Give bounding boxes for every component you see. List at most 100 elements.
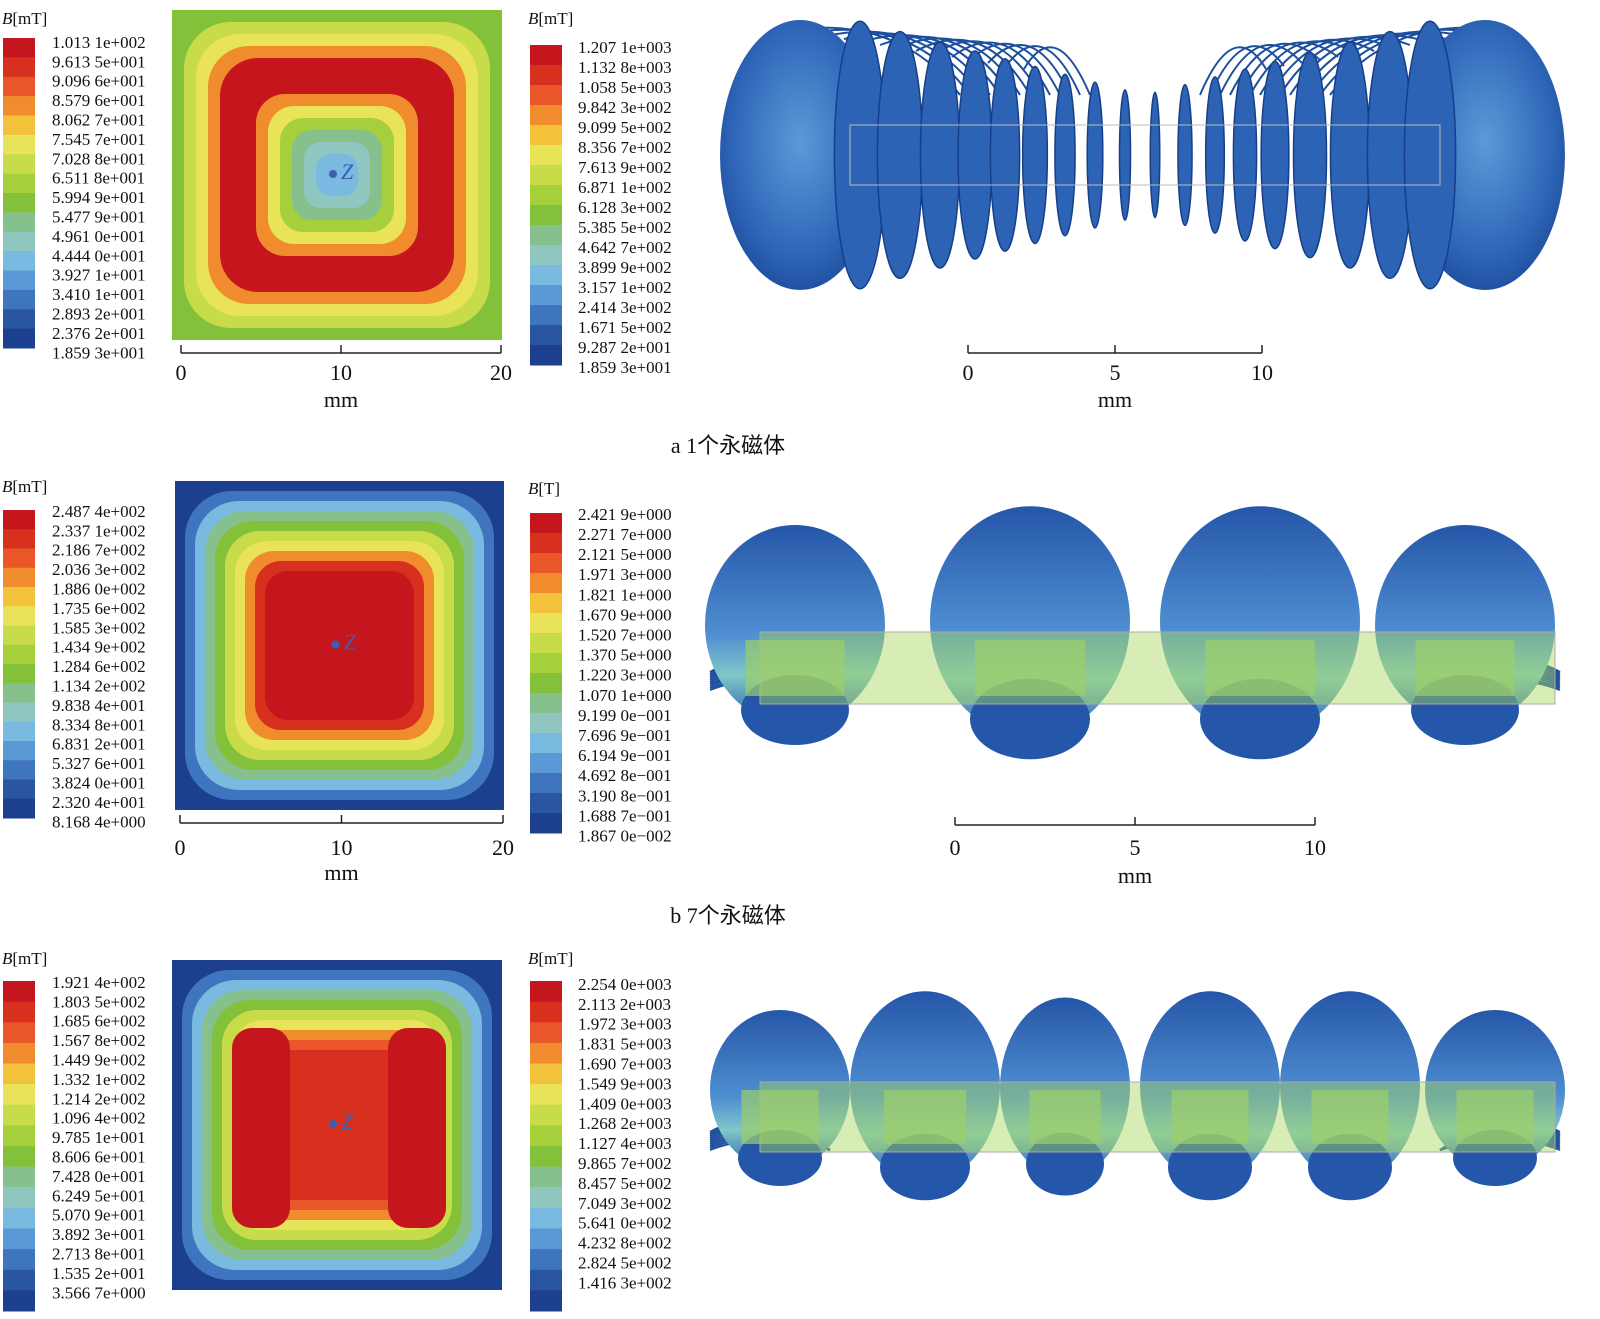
legend-label: 1.859 3e+001 bbox=[52, 343, 146, 362]
scale-unit: mm bbox=[324, 860, 358, 885]
legend-label: 3.566 7e+000 bbox=[52, 1283, 146, 1302]
color-band bbox=[530, 1290, 562, 1312]
legend-label: 1.214 2e+002 bbox=[52, 1089, 146, 1108]
legend-label: 1.690 7e+003 bbox=[578, 1055, 672, 1074]
symbol: B bbox=[2, 949, 13, 968]
legend-label: 3.410 1e+001 bbox=[52, 285, 146, 304]
legend-label: 2.337 1e+002 bbox=[52, 521, 146, 540]
field-lines bbox=[720, 20, 1565, 290]
legend-label: 1.921 4e+002 bbox=[52, 973, 146, 992]
color-band bbox=[530, 65, 562, 86]
legend-label: 1.803 5e+002 bbox=[52, 992, 146, 1011]
scale-label: 10 bbox=[331, 835, 353, 860]
color-band bbox=[530, 45, 562, 66]
legend-label: 9.865 7e+002 bbox=[578, 1154, 672, 1173]
color-band bbox=[3, 134, 35, 155]
scale-label: 5 bbox=[1130, 835, 1141, 860]
magnet-core bbox=[1205, 640, 1315, 696]
legend-label: 1.096 4e+002 bbox=[52, 1109, 146, 1128]
field-loop bbox=[1292, 51, 1328, 259]
color-band bbox=[3, 231, 35, 252]
z-label: Z bbox=[344, 630, 357, 655]
color-band bbox=[3, 606, 35, 626]
legend-label: 8.356 7e+002 bbox=[578, 138, 672, 157]
z-marker bbox=[329, 170, 337, 178]
field-loop bbox=[1086, 81, 1104, 229]
legend-label: 5.327 6e+001 bbox=[52, 754, 146, 773]
color-band bbox=[530, 1207, 562, 1229]
magnet-core bbox=[741, 1090, 819, 1144]
magnet-core bbox=[975, 640, 1085, 696]
color-band bbox=[530, 205, 562, 226]
legend-label: 4.961 0e+001 bbox=[52, 227, 146, 246]
color-band bbox=[530, 285, 562, 306]
color-band bbox=[530, 1022, 562, 1044]
color-band bbox=[530, 1249, 562, 1271]
color-band bbox=[530, 1104, 562, 1126]
legend-label: 1.013 1e+002 bbox=[52, 33, 146, 52]
z-marker bbox=[329, 1120, 337, 1128]
magnet-core bbox=[1311, 1090, 1389, 1144]
legend-label: 2.113 2e+003 bbox=[578, 995, 671, 1014]
color-band bbox=[530, 325, 562, 346]
color-band bbox=[530, 1228, 562, 1250]
color-band bbox=[3, 1187, 35, 1209]
color-band bbox=[3, 721, 35, 742]
color-band bbox=[530, 85, 562, 106]
color-band bbox=[3, 270, 35, 291]
legend-label: 6.511 8e+001 bbox=[52, 169, 145, 188]
legend-label: 1.549 9e+003 bbox=[578, 1074, 672, 1093]
color-band bbox=[530, 1084, 562, 1106]
color-band bbox=[530, 593, 562, 614]
legend-title: B[mT] bbox=[528, 9, 573, 28]
color-band bbox=[530, 1269, 562, 1291]
legend-label: 1.416 3e+002 bbox=[578, 1273, 672, 1292]
legend-label: 8.579 6e+001 bbox=[52, 91, 146, 110]
legend-label: 1.971 3e+000 bbox=[578, 565, 672, 584]
legend-label: 1.535 2e+001 bbox=[52, 1264, 146, 1283]
legend-label: 9.199 0e−001 bbox=[578, 706, 672, 725]
symbol: B bbox=[2, 477, 13, 496]
legend-label: 1.207 1e+003 bbox=[578, 38, 672, 57]
field-loop bbox=[1403, 20, 1457, 290]
field-lobe-lower bbox=[880, 1133, 970, 1201]
z-label: Z bbox=[341, 159, 354, 184]
legend-label: 1.685 6e+002 bbox=[52, 1012, 146, 1031]
color-band bbox=[530, 813, 562, 834]
legend-label: 3.157 1e+002 bbox=[578, 278, 672, 297]
legend-label: 4.692 8e−001 bbox=[578, 766, 672, 785]
color-band bbox=[3, 309, 35, 330]
legend-label: 2.893 2e+001 bbox=[52, 305, 146, 324]
magnet-core bbox=[1171, 1090, 1249, 1144]
color-band bbox=[530, 1042, 562, 1064]
legend-label: 1.409 0e+003 bbox=[578, 1094, 672, 1113]
legend-label: 9.785 1e+001 bbox=[52, 1128, 146, 1147]
legend-label: 7.696 9e−001 bbox=[578, 726, 672, 745]
field-lobe-lower bbox=[970, 678, 1090, 760]
field-lines bbox=[705, 506, 1561, 760]
legend-label: 5.070 9e+001 bbox=[52, 1206, 146, 1225]
field-lines bbox=[709, 991, 1565, 1201]
color-band bbox=[3, 289, 35, 310]
legend-label: 1.370 5e+000 bbox=[578, 646, 672, 665]
legend-label: 3.892 3e+001 bbox=[52, 1225, 146, 1244]
color-band bbox=[3, 57, 35, 78]
legend-label: 1.268 2e+003 bbox=[578, 1114, 672, 1133]
legend-label: 7.049 3e+002 bbox=[578, 1194, 672, 1213]
legend-label: 6.194 9e−001 bbox=[578, 746, 672, 765]
field-loop bbox=[1177, 83, 1193, 227]
legend-label: 8.168 4e+000 bbox=[52, 812, 146, 831]
legend-label: 5.385 5e+002 bbox=[578, 218, 672, 237]
color-band bbox=[3, 1104, 35, 1126]
legend-title: B[T] bbox=[528, 479, 560, 498]
legend-label: 1.821 1e+000 bbox=[578, 585, 672, 604]
legend-label: 2.186 7e+002 bbox=[52, 541, 146, 560]
legend-label: 8.334 8e+001 bbox=[52, 715, 146, 734]
color-band bbox=[3, 115, 35, 136]
legend-label: 2.271 7e+000 bbox=[578, 525, 672, 544]
color-band bbox=[530, 1166, 562, 1188]
symbol: B bbox=[528, 479, 539, 498]
magnet-core bbox=[745, 640, 845, 696]
legend-label: 3.190 8e−001 bbox=[578, 786, 672, 805]
